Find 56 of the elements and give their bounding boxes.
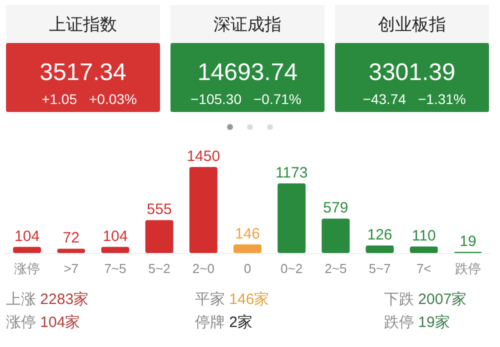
- text: 2家: [229, 314, 253, 331]
- text: 19家: [418, 314, 450, 331]
- text: 2007家: [418, 291, 467, 308]
- text: 深证成指: [214, 15, 282, 34]
- text: 146家: [229, 291, 270, 308]
- x-tick-label: 0: [244, 261, 252, 276]
- data-label: 1450: [186, 148, 220, 165]
- x-tick-label: 7~5: [104, 261, 126, 276]
- data-label: 104: [102, 228, 128, 245]
- text: +0.03%: [89, 91, 137, 107]
- text: +1.05: [42, 91, 78, 107]
- text: 2283家: [40, 291, 89, 308]
- bar: [145, 220, 174, 253]
- category-label: 跌停: [384, 314, 418, 331]
- x-tick-label: 涨停: [14, 261, 40, 276]
- text: −105.30: [190, 91, 242, 107]
- data-label: 126: [367, 226, 392, 244]
- bar: [366, 246, 394, 253]
- x-tick-label: 0~2: [280, 261, 303, 276]
- category-label: 涨停: [6, 314, 40, 331]
- text: 创业板指: [378, 15, 446, 34]
- bar: [13, 246, 42, 253]
- category-label: 平家: [195, 291, 230, 308]
- x-tick-label: >7: [64, 261, 79, 276]
- data-label: 19: [460, 232, 476, 250]
- bar: [322, 218, 350, 253]
- x-tick-label: 2~5: [324, 261, 347, 276]
- bar: [410, 246, 438, 253]
- x-tick-label: 5~7: [368, 261, 391, 276]
- data-label: 110: [412, 227, 436, 244]
- x-tick-label: 5~2: [148, 261, 170, 276]
- data-label: 14693.74: [197, 59, 298, 86]
- data-label: 1173: [275, 164, 308, 182]
- x-tick-label: 跌停: [454, 261, 481, 276]
- text: 104家: [40, 314, 80, 331]
- bar: [278, 183, 306, 253]
- bar: [101, 246, 130, 253]
- text: −0.71%: [254, 91, 302, 107]
- data-label: 579: [323, 200, 348, 217]
- data-label: 72: [62, 230, 80, 247]
- category-label: 上涨: [6, 291, 40, 308]
- data-label: 146: [234, 225, 260, 242]
- text: −43.74: [362, 91, 406, 107]
- text: 上证指数: [49, 15, 117, 34]
- bar: [189, 167, 218, 253]
- category-label: 停牌: [195, 314, 230, 331]
- data-label: 3301.39: [368, 59, 456, 86]
- bar: [234, 244, 262, 253]
- x-tick-label: 7<: [416, 261, 432, 276]
- category-label: 下跌: [384, 291, 418, 308]
- text: −1.31%: [418, 91, 466, 107]
- data-label: 555: [146, 201, 172, 218]
- x-tick-label: 2~0: [192, 261, 214, 276]
- bar: [57, 248, 86, 253]
- data-label: 104: [14, 228, 40, 245]
- data-label: 3517.34: [40, 59, 126, 86]
